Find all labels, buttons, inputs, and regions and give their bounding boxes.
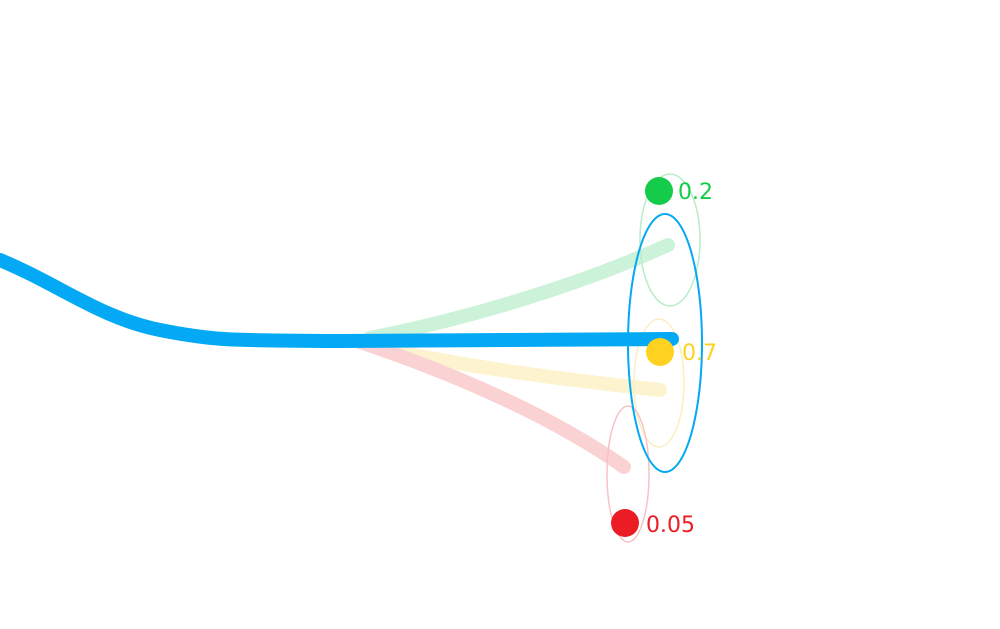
main-trajectory-path: [0, 253, 679, 349]
mid-uncertainty-ellipse: [639, 173, 701, 307]
low-probability-label: 0.05: [646, 513, 695, 538]
main-uncertainty-ellipse: [627, 213, 703, 473]
high-probability-label: 0.7: [682, 341, 717, 366]
low-branch-path: [353, 335, 631, 474]
mid-branch-path: [363, 238, 675, 345]
high-uncertainty-ellipse: [633, 318, 685, 448]
mid-probability-dot: [645, 177, 673, 205]
mid-probability-label: 0.2: [678, 180, 713, 205]
low-uncertainty-ellipse: [606, 405, 650, 543]
low-probability-dot: [611, 509, 639, 537]
high-probability-dot: [646, 338, 674, 366]
